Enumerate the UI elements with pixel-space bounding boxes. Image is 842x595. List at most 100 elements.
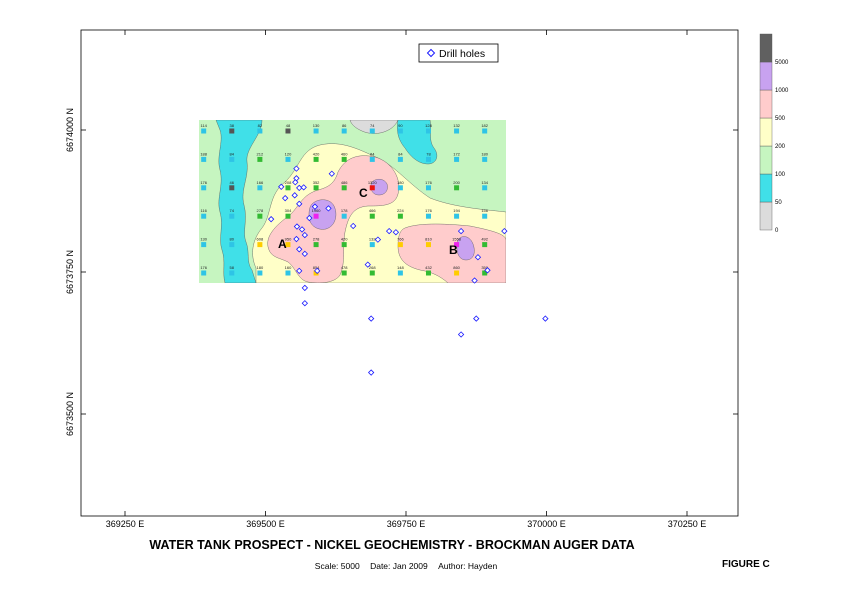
drill-hole-marker[interactable] (484, 267, 491, 274)
auger-sample[interactable]: 74 (229, 208, 235, 219)
auger-sample[interactable]: 194 (453, 208, 461, 219)
drill-hole-marker[interactable] (473, 315, 480, 322)
drill-hole-marker[interactable] (311, 203, 319, 210)
drill-hole-marker[interactable] (301, 231, 309, 239)
auger-sample[interactable]: 78 (425, 151, 431, 162)
drill-hole-marker[interactable] (457, 331, 465, 338)
auger-sample[interactable]: 304 (285, 208, 292, 219)
auger-sample[interactable]: 208 (285, 180, 292, 191)
drill-hole-marker[interactable] (296, 267, 303, 275)
auger-sample[interactable]: 486 (341, 180, 348, 191)
drill-hole-marker[interactable] (367, 369, 375, 376)
auger-sample[interactable]: 156 (481, 208, 489, 219)
auger-sample[interactable]: 166 (257, 180, 264, 191)
drill-hole-marker[interactable] (292, 179, 299, 186)
auger-sample[interactable]: 608 (257, 237, 264, 248)
auger-sample[interactable]: 200 (453, 180, 461, 191)
auger-sample[interactable]: 82 (257, 123, 263, 134)
auger-sample[interactable]: 268 (369, 265, 376, 276)
drill-hole-marker[interactable] (457, 227, 465, 235)
drill-hole-marker[interactable] (293, 223, 301, 230)
drill-hole-marker[interactable] (301, 284, 309, 292)
drill-hole-marker[interactable] (350, 222, 357, 230)
drill-hole-marker[interactable] (301, 250, 309, 257)
auger-sample[interactable]: 116 (200, 208, 208, 219)
auger-sample[interactable]: 766 (397, 237, 404, 248)
auger-sample[interactable]: 120 (285, 151, 292, 162)
auger-sample[interactable]: 180 (481, 151, 489, 162)
auger-sample[interactable]: 1558 (452, 237, 462, 248)
auger-sample[interactable]: 58 (229, 265, 235, 276)
drill-hole-marker[interactable] (267, 216, 275, 223)
auger-sample[interactable]: 48 (285, 123, 291, 134)
drill-hole-marker[interactable] (282, 194, 289, 202)
auger-sample[interactable]: 180 (397, 180, 404, 191)
drill-hole-marker[interactable] (300, 184, 307, 191)
auger-sample[interactable]: 176 (425, 208, 433, 219)
drill-hole-marker[interactable] (474, 254, 482, 261)
auger-sample[interactable]: 176 (200, 180, 208, 191)
drill-hole-marker[interactable] (328, 170, 335, 177)
drill-hole-marker[interactable] (542, 315, 549, 322)
auger-sample[interactable]: 420 (313, 151, 320, 162)
auger-sample[interactable]: 492 (481, 237, 489, 248)
auger-sample[interactable]: 90 (397, 123, 403, 134)
auger-sample[interactable]: 172 (453, 151, 461, 162)
auger-sample[interactable]: 84 (229, 151, 235, 162)
drill-hole-marker[interactable] (293, 235, 300, 243)
auger-sample[interactable]: 420 (341, 237, 348, 248)
drill-hole-marker[interactable] (306, 214, 313, 222)
auger-sample[interactable]: 1960 (312, 208, 322, 219)
auger-sample[interactable]: 466 (369, 208, 376, 219)
auger-sample[interactable]: 854 (313, 265, 320, 276)
auger-sample[interactable]: 350 (481, 265, 489, 276)
auger-sample[interactable]: 80 (229, 237, 235, 248)
drill-hole-marker[interactable] (374, 236, 382, 243)
drill-hole-marker[interactable] (293, 165, 300, 172)
drill-hole-marker[interactable] (278, 183, 285, 190)
auger-sample[interactable]: 132 (453, 123, 461, 134)
auger-sample[interactable]: 432 (425, 265, 433, 276)
auger-sample[interactable]: 182 (481, 123, 489, 134)
auger-sample[interactable]: 84 (397, 151, 403, 162)
auger-sample[interactable]: 188 (200, 151, 208, 162)
auger-sample[interactable]: 278 (313, 237, 320, 248)
drill-hole-marker[interactable] (296, 246, 303, 253)
auger-sample[interactable]: 114 (200, 123, 208, 134)
auger-sample[interactable]: 74 (369, 123, 375, 134)
auger-sample[interactable]: 810 (425, 237, 433, 248)
auger-sample[interactable]: 950 (285, 237, 292, 248)
auger-sample[interactable]: 130 (313, 123, 320, 134)
auger-sample[interactable]: 86 (341, 123, 347, 134)
auger-sample[interactable]: 132 (369, 237, 376, 248)
drill-hole-marker[interactable] (471, 277, 478, 284)
auger-sample[interactable]: 176 (425, 180, 433, 191)
auger-sample[interactable]: 224 (397, 208, 404, 219)
auger-sample[interactable]: 352 (313, 180, 320, 191)
auger-sample[interactable]: 160 (285, 265, 292, 276)
drill-hole-marker[interactable] (314, 267, 321, 275)
drill-hole-marker[interactable] (298, 226, 306, 233)
auger-sample[interactable]: 460 (341, 151, 348, 162)
auger-sample[interactable]: 130 (200, 237, 208, 248)
drill-hole-marker[interactable] (385, 227, 393, 235)
auger-sample[interactable]: 180 (257, 265, 264, 276)
drill-hole-marker[interactable] (367, 315, 375, 322)
drill-hole-marker[interactable] (325, 205, 332, 212)
auger-sample[interactable]: 278 (257, 208, 264, 219)
auger-sample[interactable]: 46 (229, 180, 235, 191)
drill-hole-marker[interactable] (296, 200, 303, 208)
auger-sample[interactable]: 84 (369, 151, 375, 162)
drill-hole-marker[interactable] (392, 229, 400, 236)
auger-sample[interactable]: 212 (257, 151, 264, 162)
auger-sample[interactable]: 176 (200, 265, 208, 276)
auger-sample[interactable]: 38 (229, 123, 235, 134)
auger-sample[interactable]: 860 (453, 265, 461, 276)
auger-sample[interactable]: 1320 (368, 180, 378, 191)
drill-hole-marker[interactable] (301, 300, 309, 307)
auger-sample[interactable]: 128 (425, 123, 433, 134)
auger-sample[interactable]: 148 (397, 265, 404, 276)
drill-hole-marker[interactable] (364, 261, 371, 268)
auger-sample[interactable]: 478 (341, 265, 348, 276)
auger-sample[interactable]: 134 (481, 180, 489, 191)
